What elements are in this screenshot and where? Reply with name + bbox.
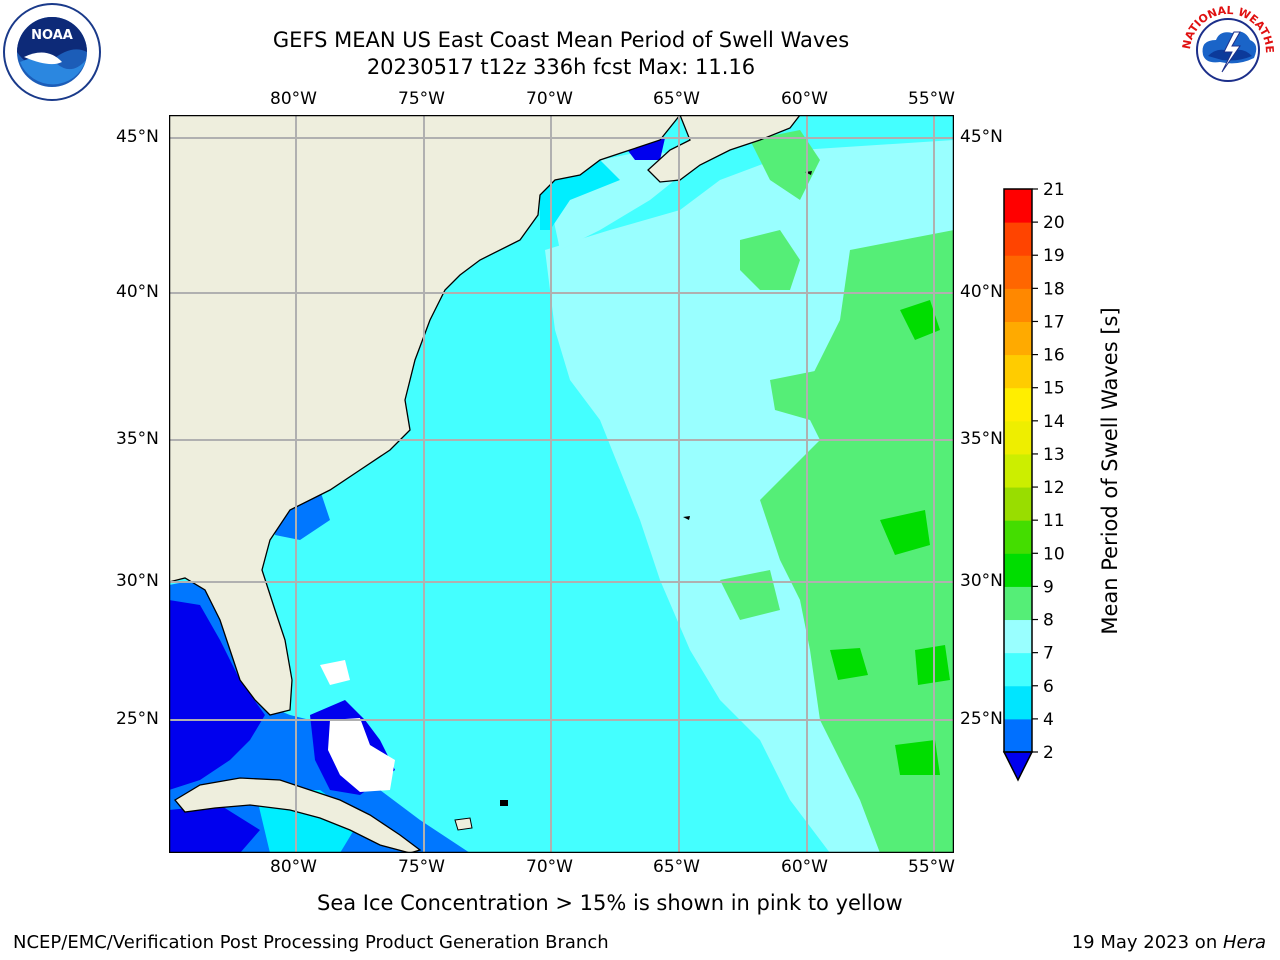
land-bermuda bbox=[683, 516, 690, 520]
lon-label-bottom-80w: 80°W bbox=[270, 857, 317, 877]
lon-label-top-60w: 60°W bbox=[781, 89, 828, 109]
lon-label-bottom-55w: 55°W bbox=[908, 857, 955, 877]
lon-label-top-75w: 75°W bbox=[398, 89, 445, 109]
footer-host: Hera bbox=[1222, 932, 1266, 953]
land-island bbox=[454, 817, 473, 831]
sea-ice-note: Sea Ice Concentration > 15% is shown in … bbox=[317, 891, 903, 915]
colorbar-segment bbox=[1004, 420, 1032, 455]
map-panel bbox=[169, 115, 954, 853]
lon-label-top-55w: 55°W bbox=[908, 89, 955, 109]
ocean-green-patch bbox=[740, 230, 800, 290]
lon-label-top-65w: 65°W bbox=[653, 89, 700, 109]
colorbar-tick-label: 4 bbox=[1043, 710, 1054, 730]
graticule bbox=[169, 115, 954, 853]
nws-logo: NATIONAL WEATHER SERVICE bbox=[1178, 0, 1276, 98]
lon-label-bottom-75w: 75°W bbox=[398, 857, 445, 877]
colorbar-frame bbox=[1003, 188, 1033, 753]
colorbar-segment bbox=[1004, 586, 1032, 621]
colorbar-tick-label: 12 bbox=[1043, 478, 1065, 498]
colorbar-tick-label: 7 bbox=[1043, 644, 1054, 664]
ocean-bright-core bbox=[895, 740, 940, 775]
lon-label-bottom-70w: 70°W bbox=[526, 857, 573, 877]
land-island bbox=[500, 800, 508, 806]
colorbar-tick-label: 2 bbox=[1043, 743, 1054, 763]
lat-label-left-25n: 25°N bbox=[116, 709, 159, 729]
colorbar-segment bbox=[1004, 553, 1032, 587]
noaa-logo: NOAA bbox=[3, 3, 101, 101]
colorbar-tick-label: 20 bbox=[1043, 213, 1065, 233]
footer-date: 19 May 2023 on Hera bbox=[1072, 932, 1266, 953]
colorbar-segment bbox=[1004, 354, 1032, 389]
lat-label-right-25n: 25°N bbox=[960, 709, 1003, 729]
lat-label-right-45n: 45°N bbox=[960, 127, 1003, 147]
land-cuba bbox=[174, 777, 422, 853]
lat-label-left-35n: 35°N bbox=[116, 429, 159, 449]
footer-date-text: 19 May 2023 on bbox=[1071, 932, 1223, 953]
lat-label-right-35n: 35°N bbox=[960, 429, 1003, 449]
colorbar-tick-label: 21 bbox=[1043, 180, 1065, 200]
footer-credit: NCEP/EMC/Verification Post Processing Pr… bbox=[13, 932, 609, 953]
colorbar-segment bbox=[1004, 718, 1032, 753]
noaa-logo-text: NOAA bbox=[31, 28, 73, 43]
lat-label-right-40n: 40°N bbox=[960, 282, 1003, 302]
colorbar-segment bbox=[1004, 288, 1032, 322]
colorbar-tick-label: 18 bbox=[1043, 279, 1065, 299]
colorbar-segment bbox=[1004, 321, 1032, 356]
ocean-bright-core bbox=[900, 300, 940, 340]
colorbar-label: Mean Period of Swell Waves [s] bbox=[1098, 307, 1122, 635]
lon-label-bottom-60w: 60°W bbox=[781, 857, 828, 877]
colorbar-tick-label: 6 bbox=[1043, 677, 1054, 697]
colorbar-tick-label: 17 bbox=[1043, 312, 1065, 332]
map-title: GEFS MEAN US East Coast Mean Period of S… bbox=[272, 28, 850, 52]
colorbar-segment bbox=[1004, 619, 1032, 654]
bahamas-banks-north bbox=[320, 660, 350, 685]
colorbar-segment bbox=[1004, 487, 1032, 521]
lon-label-bottom-65w: 65°W bbox=[653, 857, 700, 877]
colorbar-under-triangle bbox=[1002, 751, 1034, 782]
lat-label-left-40n: 40°N bbox=[116, 282, 159, 302]
ocean-bright-core bbox=[830, 648, 868, 680]
colorbar: 2 4 6 7 8 9 10 11 12 13 14 15 16 17 18 19 20 21 bbox=[1002, 180, 1065, 782]
colorbar-tick-label: 16 bbox=[1043, 346, 1065, 366]
ocean-bright-core bbox=[880, 510, 930, 555]
colorbar-segment bbox=[1004, 453, 1032, 488]
colorbar-tick-label: 11 bbox=[1043, 511, 1065, 531]
colorbar-segment bbox=[1004, 387, 1032, 422]
bahamas-banks bbox=[328, 718, 395, 792]
ocean-green-patch-north bbox=[750, 130, 820, 200]
lat-label-left-45n: 45°N bbox=[116, 127, 159, 147]
colorbar-segment bbox=[1004, 222, 1032, 256]
colorbar-segments bbox=[1002, 188, 1034, 782]
colorbar-segment bbox=[1004, 189, 1032, 223]
colorbar-segment bbox=[1004, 685, 1032, 720]
colorbar-segment bbox=[1004, 652, 1032, 687]
ocean-caribbean-very-low bbox=[169, 805, 260, 853]
colorbar-tick-label: 13 bbox=[1043, 445, 1065, 465]
colorbar-segment bbox=[1004, 520, 1032, 554]
colorbar-ticks: 2 4 6 7 8 9 10 11 12 13 14 15 16 17 18 19 20 21 bbox=[1032, 180, 1065, 763]
ocean-bright-core bbox=[915, 645, 950, 685]
colorbar-tick-label: 15 bbox=[1043, 379, 1065, 399]
colorbar-tick-label: 10 bbox=[1043, 544, 1065, 564]
lat-label-left-30n: 30°N bbox=[116, 571, 159, 591]
colorbar-tick-label: 9 bbox=[1043, 577, 1054, 597]
ocean-green-patch-mid bbox=[770, 370, 840, 420]
lat-label-right-30n: 30°N bbox=[960, 571, 1003, 591]
colorbar-tick-label: 8 bbox=[1043, 611, 1054, 631]
map-frame bbox=[169, 115, 954, 853]
ocean-gulf-very-low bbox=[169, 600, 265, 790]
lon-label-top-70w: 70°W bbox=[526, 89, 573, 109]
lon-label-top-80w: 80°W bbox=[270, 89, 317, 109]
land-nova-scotia bbox=[647, 115, 801, 183]
colorbar-segment bbox=[1004, 255, 1032, 289]
colorbar-tick-label: 14 bbox=[1043, 412, 1065, 432]
map-subtitle: 20230517 t12z 336h fcst Max: 11.16 bbox=[366, 55, 756, 79]
colorbar-tick-label: 19 bbox=[1043, 246, 1065, 266]
